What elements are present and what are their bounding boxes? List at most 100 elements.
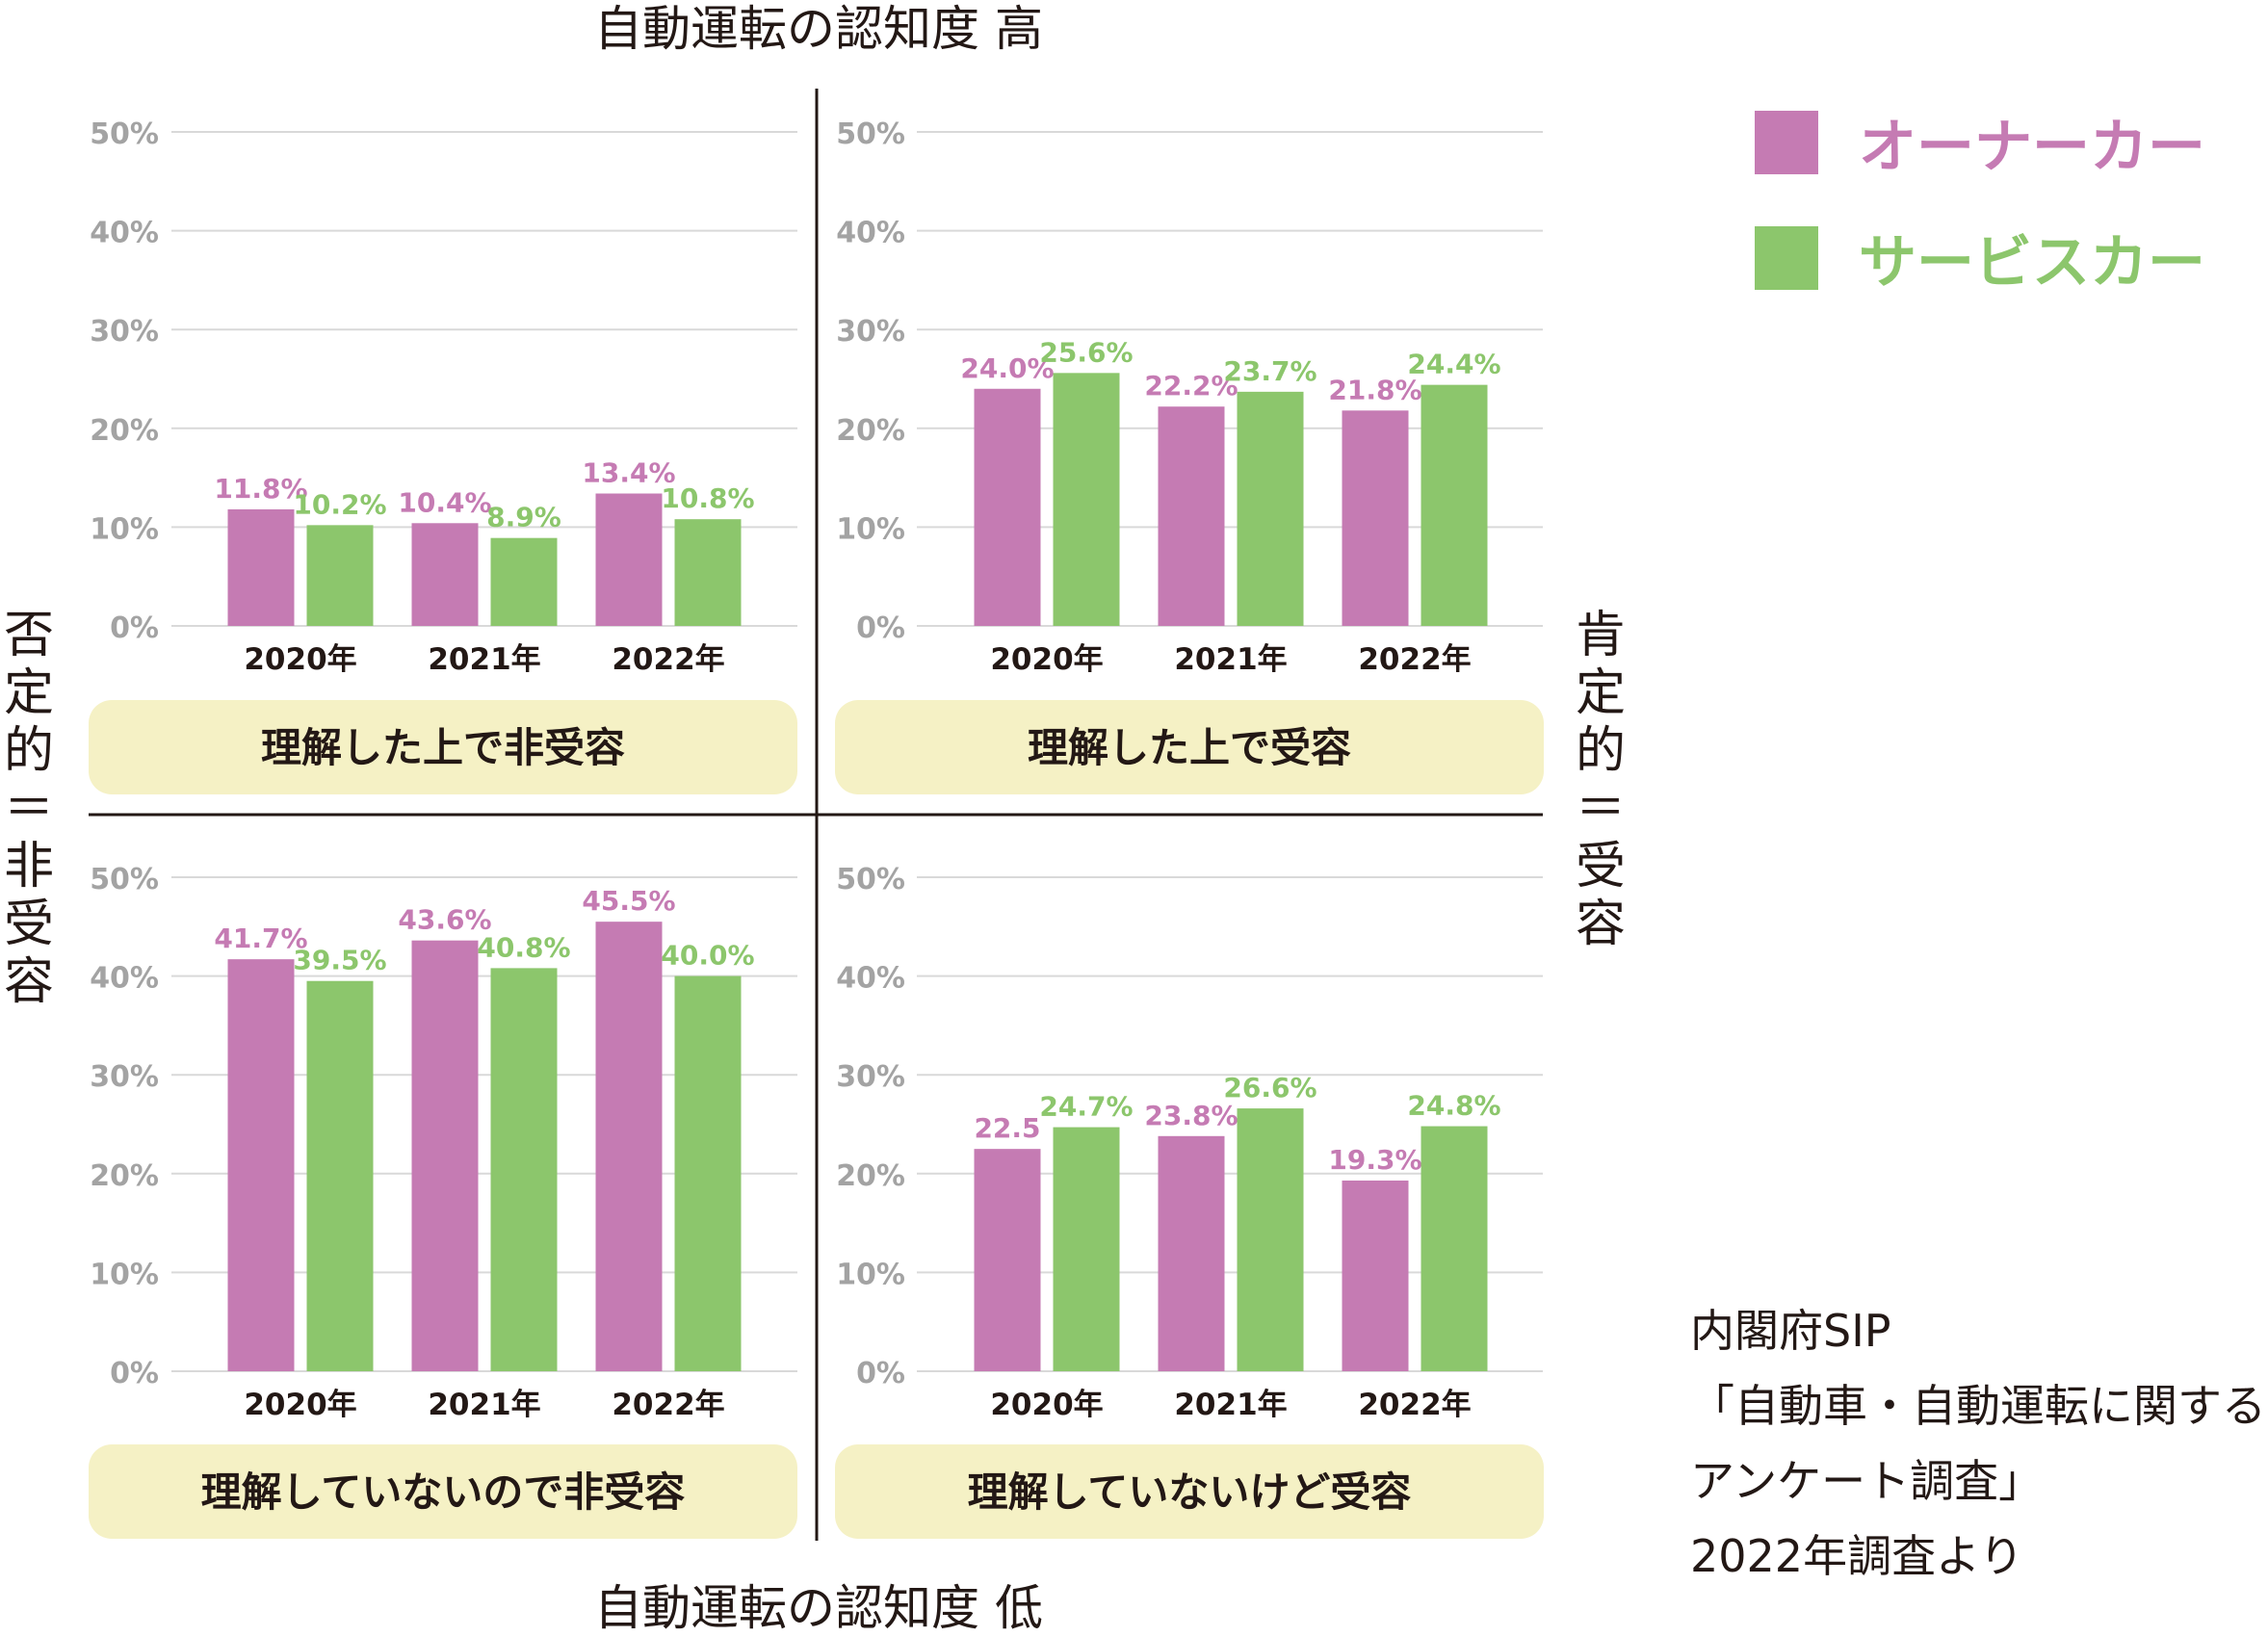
bar-owner-bottom-left (411, 940, 479, 1371)
axis-title-top: 自動運転の認知度 高 (594, 1, 1043, 57)
side-label-positive: 肯定的 ＝ 受容 (1575, 607, 1626, 953)
data-label-service-top-right: 24.4% (1407, 349, 1500, 380)
bar-owner-top-left (411, 523, 479, 626)
data-label-service-top-left: 8.9% (486, 502, 561, 533)
data-label-service-top-left: 10.8% (661, 482, 754, 514)
legend-label-service-car: サービスカー (1859, 229, 2205, 297)
bar-owner-bottom-right (974, 1149, 1041, 1371)
y-tick-label-bottom-left: 0% (110, 1357, 159, 1390)
data-label-owner-bottom-right: 23.8% (1144, 1100, 1238, 1131)
y-tick-label-top-right: 20% (836, 414, 905, 448)
x-tick-label-bottom-left: 2020年 (244, 1388, 356, 1422)
quadrant-title-bottom-right: 理解していないけど受容 (968, 1468, 1412, 1516)
data-label-owner-top-right: 22.2% (1144, 370, 1238, 402)
data-label-owner-bottom-right: 22.5 (974, 1112, 1040, 1144)
bar-service-top-right (1421, 384, 1488, 626)
data-label-service-bottom-left: 40.8% (477, 931, 570, 963)
y-tick-label-bottom-left: 30% (90, 1060, 159, 1094)
data-label-owner-bottom-left: 43.6% (398, 904, 491, 936)
x-tick-label-bottom-right: 2020年 (990, 1388, 1103, 1422)
bar-service-top-left (490, 537, 558, 626)
y-tick-label-bottom-left: 40% (90, 962, 159, 996)
y-tick-label-top-left: 50% (90, 117, 159, 151)
bar-owner-top-right (1158, 406, 1225, 626)
bar-service-bottom-left (490, 968, 558, 1371)
y-tick-label-bottom-right: 10% (836, 1258, 905, 1291)
y-tick-label-bottom-left: 50% (90, 863, 159, 896)
quadrant-label-box-bottom-right (835, 1444, 1544, 1539)
y-tick-label-top-right: 50% (836, 117, 905, 151)
side-label-negative: 否定的 ＝ 非受容 (3, 607, 54, 1011)
data-label-owner-top-right: 24.0% (960, 352, 1054, 384)
data-label-owner-bottom-left: 41.7% (214, 922, 307, 954)
bar-service-bottom-left (306, 980, 374, 1371)
bar-owner-top-left (227, 508, 295, 626)
legend-item-owner-car: オーナーカー (1755, 100, 2205, 184)
data-label-service-bottom-left: 39.5% (293, 945, 386, 976)
y-tick-label-bottom-left: 20% (90, 1159, 159, 1193)
y-tick-label-top-left: 40% (90, 217, 159, 250)
y-tick-label-top-right: 10% (836, 512, 905, 546)
data-label-service-bottom-right: 24.7% (1039, 1091, 1133, 1123)
bar-owner-bottom-right (1342, 1180, 1409, 1371)
data-label-owner-bottom-right: 19.3% (1328, 1144, 1421, 1176)
y-tick-label-top-left: 30% (90, 315, 159, 349)
data-label-service-top-left: 10.2% (293, 488, 386, 520)
bar-service-bottom-left (674, 975, 742, 1371)
y-tick-label-top-left: 0% (110, 611, 159, 645)
y-tick-label-bottom-left: 10% (90, 1258, 159, 1291)
y-tick-label-bottom-right: 40% (836, 962, 905, 996)
y-tick-label-top-left: 10% (90, 512, 159, 546)
x-tick-label-bottom-left: 2022年 (612, 1388, 724, 1422)
y-tick-label-top-right: 40% (836, 217, 905, 250)
x-tick-label-top-right: 2022年 (1358, 642, 1471, 677)
data-label-service-top-right: 23.7% (1223, 355, 1316, 387)
source-note: 内閣府SIP 「自動車・自動運転に関する アンケート調査」 2022年調査より (1690, 1305, 2266, 1582)
x-tick-label-top-right: 2020年 (990, 642, 1103, 677)
x-tick-label-bottom-left: 2021年 (428, 1388, 540, 1422)
bar-service-bottom-right (1053, 1127, 1120, 1371)
data-label-service-bottom-right: 26.6% (1223, 1072, 1316, 1104)
quadrant-title-top-right: 理解した上で受容 (1028, 724, 1351, 771)
legend-label-owner-car: オーナーカー (1859, 114, 2205, 181)
bar-service-top-left (674, 519, 742, 626)
bar-owner-bottom-left (227, 959, 295, 1371)
quadrant-label-box-bottom-left (89, 1444, 797, 1539)
data-label-owner-top-right: 21.8% (1328, 374, 1421, 405)
bar-service-bottom-right (1237, 1108, 1304, 1371)
axis-title-bottom: 自動運転の認知度 低 (594, 1580, 1043, 1636)
data-label-service-bottom-right: 24.8% (1407, 1090, 1500, 1122)
bar-service-top-right (1053, 373, 1120, 626)
x-tick-label-bottom-right: 2022年 (1358, 1388, 1471, 1422)
bar-owner-bottom-right (1158, 1135, 1225, 1371)
x-tick-label-top-left: 2021年 (428, 642, 540, 677)
x-tick-label-bottom-right: 2021年 (1174, 1388, 1287, 1422)
data-label-service-top-right: 25.6% (1039, 336, 1133, 368)
y-tick-label-top-right: 0% (856, 611, 905, 645)
quadrant-title-bottom-left: 理解していないので非受容 (201, 1468, 686, 1516)
legend-swatch-service-car (1755, 225, 1818, 290)
y-tick-label-top-right: 30% (836, 315, 905, 349)
data-label-owner-top-left: 10.4% (398, 486, 491, 518)
x-tick-label-top-right: 2021年 (1174, 642, 1287, 677)
bar-owner-bottom-left (595, 922, 663, 1371)
legend-swatch-owner-car (1755, 110, 1818, 174)
y-tick-label-top-left: 20% (90, 414, 159, 448)
bar-owner-top-right (974, 388, 1041, 626)
quadrant-label-box-top-left (89, 700, 797, 794)
y-tick-label-bottom-right: 20% (836, 1159, 905, 1193)
data-label-service-bottom-left: 40.0% (661, 940, 754, 972)
bar-owner-top-right (1342, 410, 1409, 626)
bar-owner-top-left (595, 493, 663, 626)
bar-service-bottom-right (1421, 1126, 1488, 1371)
bar-service-top-left (306, 525, 374, 626)
data-label-owner-top-left: 13.4% (582, 457, 675, 489)
data-label-owner-top-left: 11.8% (214, 473, 307, 505)
x-tick-label-top-left: 2022年 (612, 642, 724, 677)
quadrant-label-box-top-right (835, 700, 1544, 794)
y-tick-label-bottom-right: 0% (856, 1357, 905, 1390)
data-label-owner-bottom-left: 45.5% (582, 885, 675, 917)
quadrant-title-top-left: 理解した上で非受容 (261, 724, 625, 771)
x-tick-label-top-left: 2020年 (244, 642, 356, 677)
